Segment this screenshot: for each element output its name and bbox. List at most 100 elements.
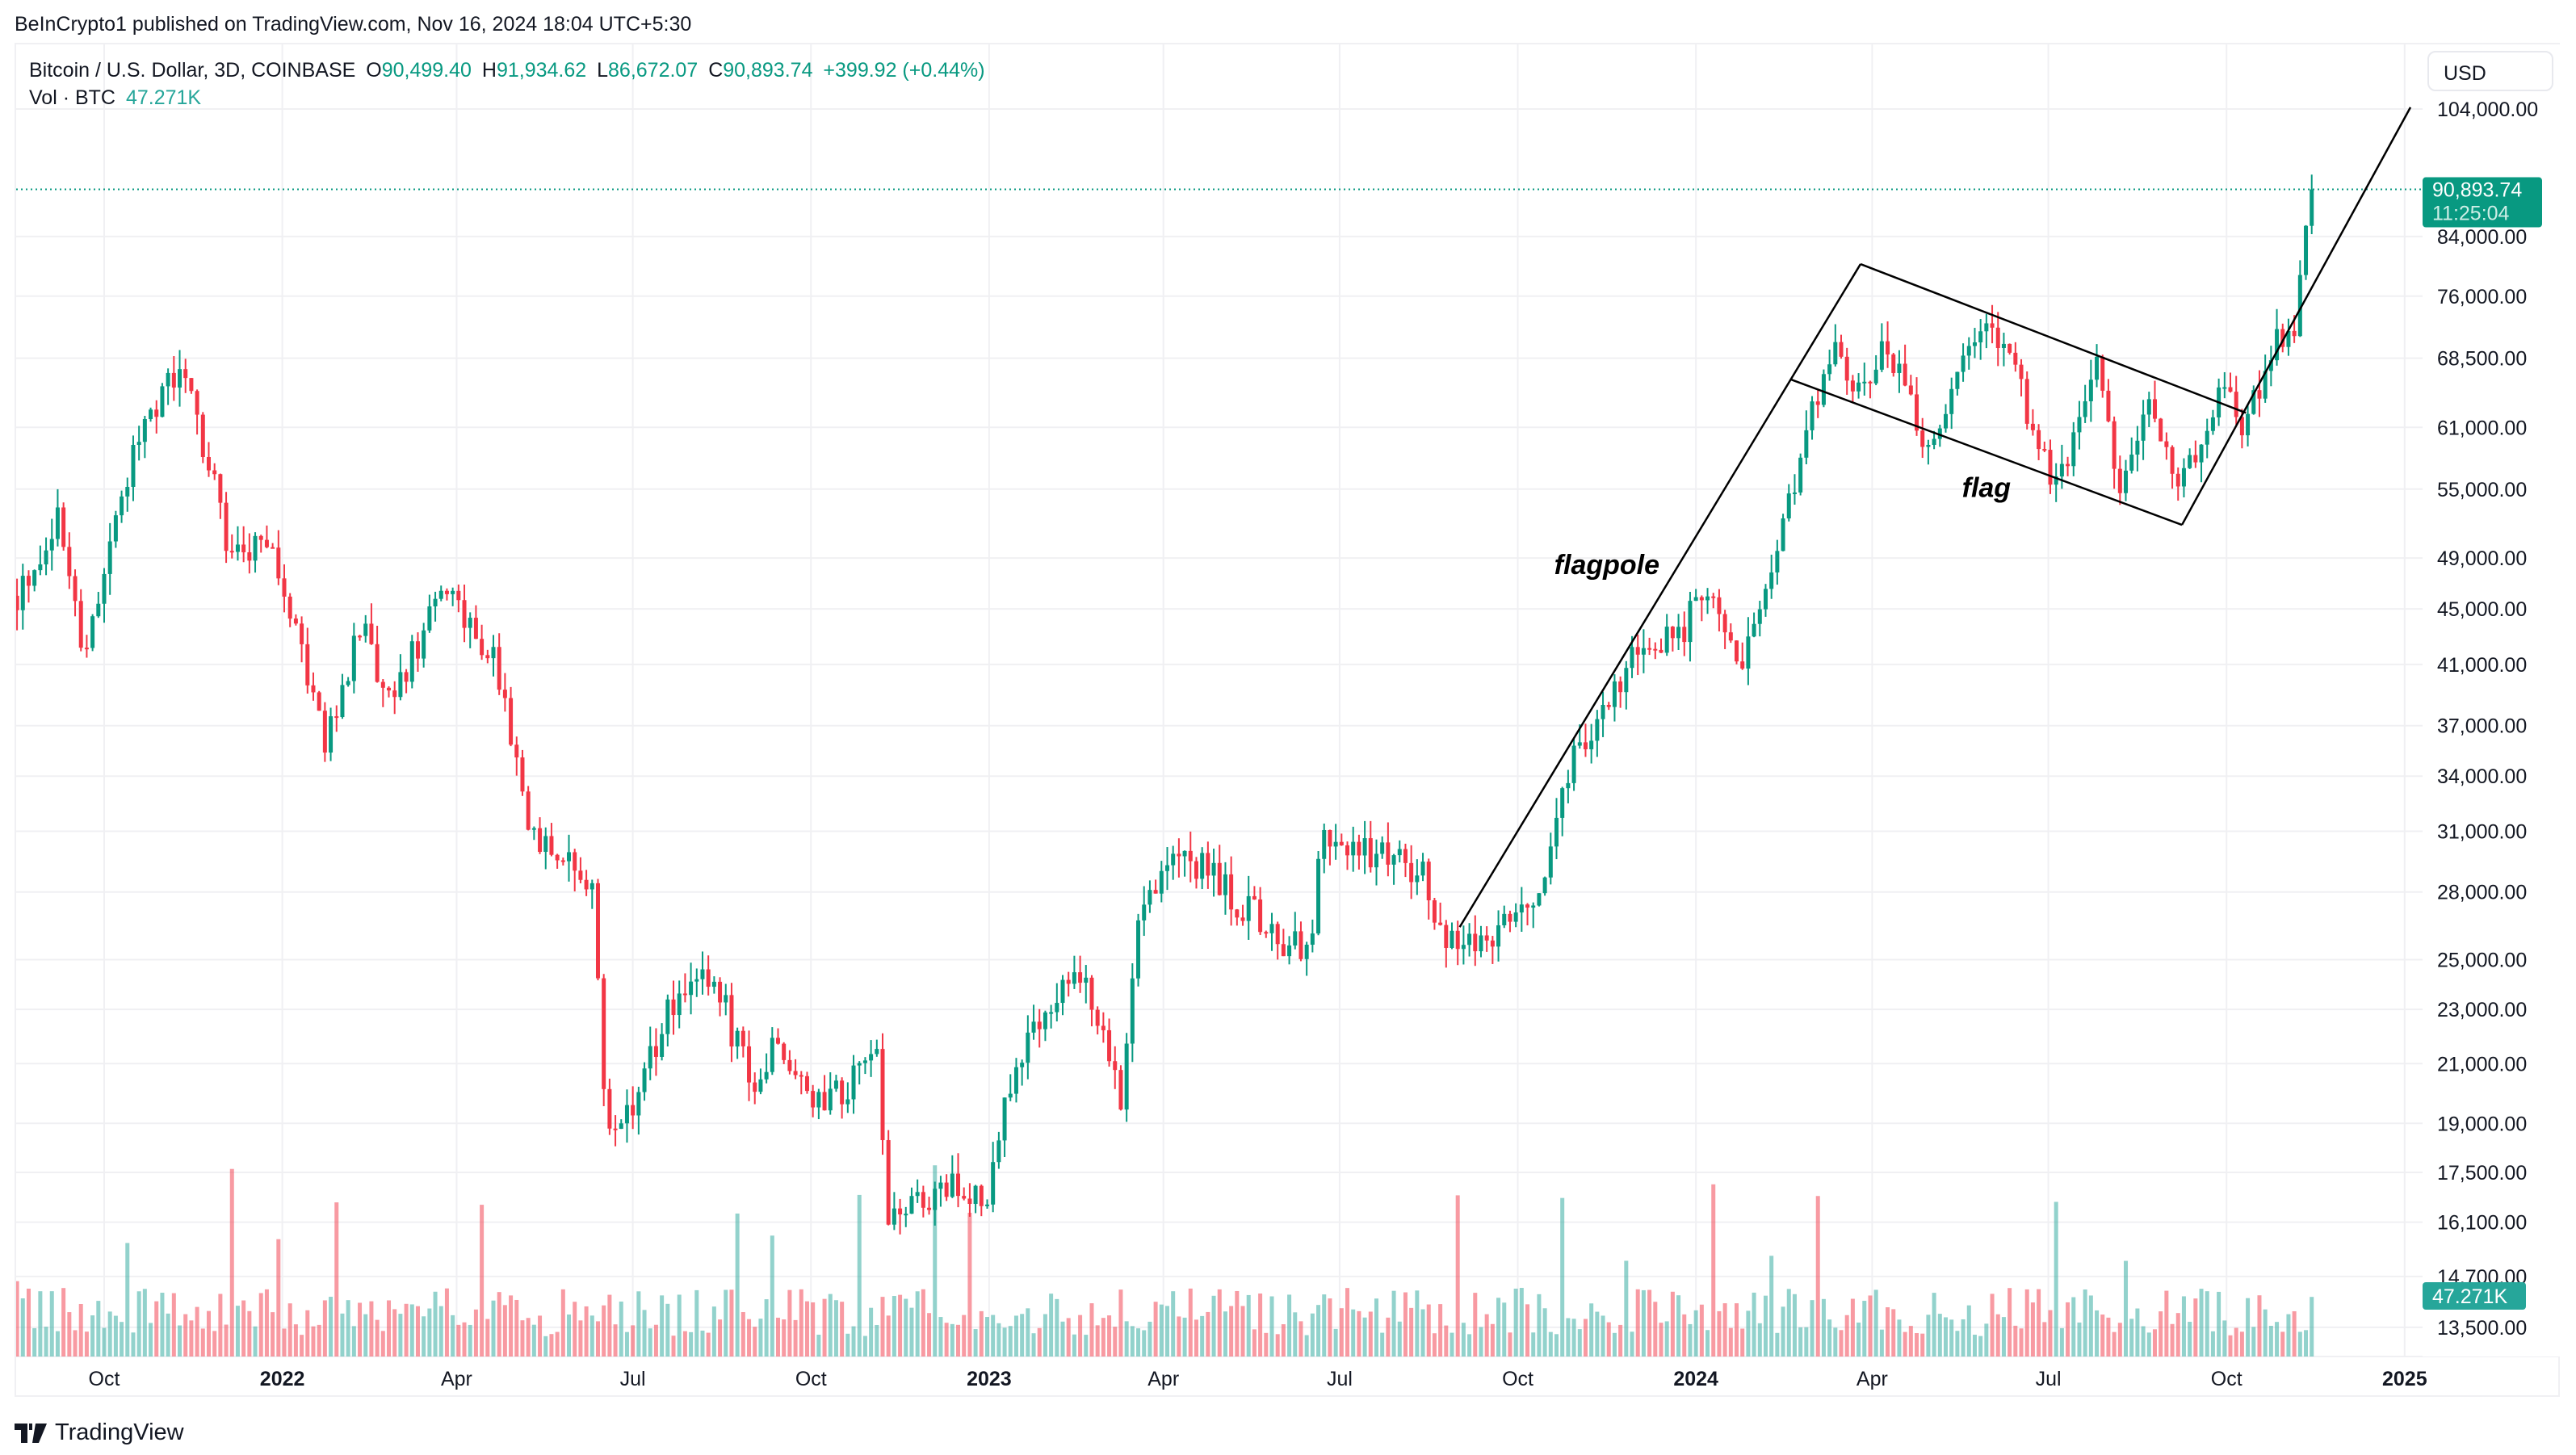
breakout-line	[2180, 107, 2412, 526]
candle-body	[1926, 444, 1931, 447]
price-tick-label: 68,500.00	[2437, 348, 2527, 371]
candle-body	[1461, 945, 1466, 950]
symbol-title[interactable]: Bitcoin / U.S. Dollar, 3D, COINBASE	[29, 59, 356, 82]
candle-body	[1246, 895, 1251, 921]
candle-body	[1635, 647, 1640, 655]
volume-bar	[2152, 1329, 2157, 1356]
volume-bar	[909, 1307, 914, 1356]
volume-bar	[892, 1296, 896, 1356]
price-tick-label: 55,000.00	[2437, 479, 2527, 501]
time-tick-label: Oct	[1502, 1368, 1533, 1390]
volume-bar	[979, 1310, 984, 1356]
volume-bar	[1362, 1317, 1367, 1356]
volume-bar	[300, 1335, 304, 1356]
candle-body	[1281, 944, 1286, 957]
volume-bar	[212, 1331, 217, 1356]
candle-body	[1258, 899, 1263, 933]
candle-body	[2268, 360, 2273, 371]
volume-bar	[154, 1301, 159, 1356]
high-label: H	[481, 59, 497, 82]
volume-bar	[1473, 1293, 1478, 1356]
tradingview-logo[interactable]: TradingView	[15, 1419, 184, 1446]
currency-button[interactable]: USD	[2427, 51, 2553, 91]
volume-bar	[2199, 1289, 2204, 1356]
candle-body	[1293, 931, 1298, 946]
volume-bar	[136, 1291, 141, 1356]
candle-body	[26, 576, 31, 586]
volume-bar	[1676, 1295, 1681, 1356]
volume-bar	[2100, 1315, 2105, 1356]
volume-bar	[1031, 1333, 1036, 1356]
volume-bar	[131, 1332, 136, 1356]
candle-body	[1072, 972, 1076, 984]
volume-bar	[224, 1324, 229, 1356]
volume-bar	[1420, 1309, 1425, 1356]
candle-body	[1182, 850, 1187, 857]
volume-bar	[125, 1243, 130, 1356]
candle-body	[90, 616, 95, 648]
candle-body	[2234, 392, 2238, 417]
volume-bar	[1886, 1307, 1890, 1356]
candle-body	[1136, 920, 1141, 979]
candle-body	[2222, 387, 2227, 389]
volume-bar	[886, 1315, 891, 1356]
volume-bar	[2059, 1327, 2064, 1356]
volume-bar	[16, 1281, 19, 1356]
candle-body	[195, 391, 199, 415]
volume-bar	[67, 1312, 72, 1356]
volume-bar	[2146, 1332, 2151, 1356]
volume-bar	[1072, 1334, 1076, 1356]
candle-body	[927, 1207, 932, 1210]
volume-bar	[514, 1299, 519, 1356]
candle-body	[2013, 352, 2018, 365]
chart-legend: Bitcoin / U.S. Dollar, 3D, COINBASE O90,…	[29, 57, 990, 111]
candle-body	[2292, 330, 2297, 337]
volume-bar	[549, 1334, 554, 1356]
volume-bar	[55, 1331, 60, 1356]
volume-bar	[271, 1312, 275, 1356]
open-label: O	[366, 59, 382, 82]
candle-body	[665, 999, 670, 1034]
volume-bar	[898, 1294, 903, 1356]
candle-body	[264, 539, 269, 547]
volume-bar	[1670, 1291, 1675, 1356]
candle-body	[1101, 1025, 1105, 1030]
volume-bar	[229, 1168, 234, 1356]
volume-bar	[799, 1289, 803, 1356]
candle-body	[2059, 463, 2064, 477]
volume-bar	[1235, 1290, 1240, 1356]
volume-bar	[2280, 1331, 2285, 1356]
candle-body	[1380, 842, 1385, 854]
price-tick-label: 34,000.00	[2437, 765, 2527, 788]
volume-bar	[120, 1322, 124, 1356]
volume-bar	[1345, 1288, 1350, 1356]
volume-bar	[1101, 1318, 1105, 1356]
volume-bar	[782, 1319, 787, 1356]
candle-body	[2304, 225, 2309, 275]
candle-body	[2152, 399, 2157, 419]
candle-body	[1717, 597, 1722, 614]
volume-bar	[1978, 1335, 1983, 1356]
volume-bar	[1095, 1325, 1100, 1356]
volume-bar	[2234, 1327, 2238, 1356]
last-price-tag	[2423, 177, 2542, 228]
candle-body	[1310, 933, 1315, 946]
volume-bar	[1130, 1326, 1135, 1356]
time-tick-label: Oct	[2211, 1368, 2242, 1390]
time-tick-label: Apr	[1147, 1368, 1179, 1390]
volume-bar	[840, 1302, 845, 1356]
candle-body	[880, 1049, 885, 1141]
candle-body	[1740, 661, 1745, 669]
volume-bar	[2019, 1328, 2024, 1356]
volume-bar	[2222, 1320, 2227, 1356]
open-value: 90,499.40	[381, 59, 472, 82]
candle-body	[956, 1173, 961, 1197]
volume-bar	[648, 1328, 652, 1356]
candle-body	[938, 1182, 943, 1189]
volume-bar	[468, 1324, 472, 1356]
volume-bar	[904, 1298, 908, 1356]
volume-label[interactable]: Vol · BTC	[29, 86, 115, 109]
candle-body	[2175, 473, 2180, 487]
volume-bar	[991, 1315, 996, 1356]
